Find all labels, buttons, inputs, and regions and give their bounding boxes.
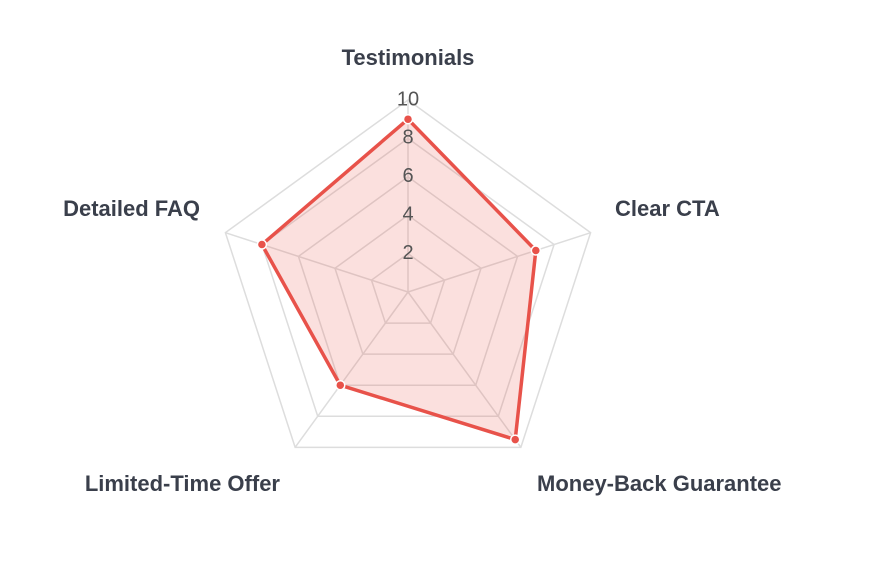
axis-label: Clear CTA — [615, 196, 720, 221]
data-point — [509, 434, 521, 445]
grid-ring — [297, 175, 519, 386]
r-tick-label: 8 — [402, 127, 413, 149]
grid-ring — [370, 252, 446, 324]
axis-label: Limited-Time Offer — [85, 471, 281, 496]
r-tick-label: 6 — [402, 165, 413, 187]
data-point — [335, 379, 346, 391]
radar-area — [260, 117, 538, 442]
spoke — [407, 291, 522, 448]
grid-ring — [224, 99, 592, 449]
r-tick-label: 2 — [402, 242, 413, 264]
r-tick-label: 10 — [397, 88, 419, 110]
spoke — [407, 231, 591, 293]
grid-ring — [334, 214, 482, 355]
grid-ring — [261, 137, 555, 418]
spoke — [225, 231, 409, 293]
r-tick-label: 4 — [402, 203, 413, 225]
data-point — [530, 245, 542, 256]
data-point — [402, 113, 414, 125]
axis-label: Testimonials — [342, 45, 475, 70]
axis-label: Money-Back Guarantee — [537, 471, 782, 496]
axis-label: Detailed FAQ — [63, 196, 200, 221]
spoke — [294, 291, 409, 448]
data-point — [256, 239, 268, 250]
